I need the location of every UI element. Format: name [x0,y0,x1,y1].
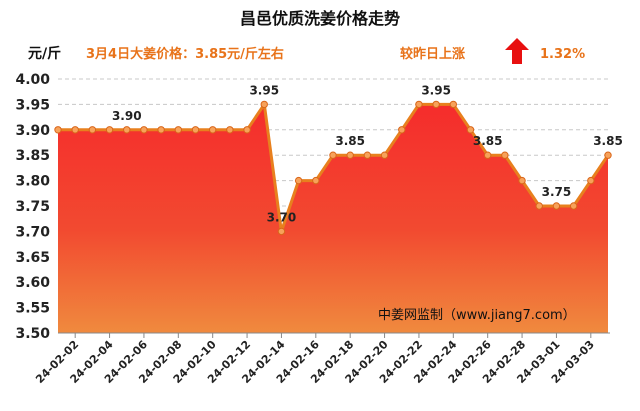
data-label: 3.85 [593,134,623,148]
data-point [157,126,165,134]
y-tick-label: 3.85 [15,148,50,164]
data-point [312,176,320,185]
data-label: 3.75 [542,185,572,199]
data-label: 3.85 [473,134,503,148]
data-point [449,100,458,109]
change-percent: 1.32% [540,47,585,62]
data-point [277,227,286,236]
data-point [226,126,234,134]
y-axis-ticks: 3.50 3.55 3.60 3.65 3.70 3.75 3.80 3.85 3.90 3.95… [15,72,50,342]
data-point [208,126,217,134]
data-point [398,126,406,134]
data-point [604,151,612,159]
data-point [518,176,526,185]
chart-title: 昌邑优质洗姜价格走势 [240,9,400,28]
data-point [587,176,595,185]
data-point [54,126,62,134]
data-point [105,126,114,134]
data-point [243,126,251,134]
data-point [260,100,268,109]
data-point [363,151,372,159]
y-tick-label: 3.70 [15,224,50,240]
price-area [58,104,608,334]
data-point [329,151,337,159]
data-point [483,151,492,159]
data-label: 3.90 [112,109,142,123]
y-tick-label: 4.00 [15,72,50,88]
y-tick-label: 3.95 [15,97,50,113]
data-point [346,151,354,159]
y-tick-label: 3.50 [15,326,50,342]
data-point [466,126,475,134]
y-tick-label: 3.80 [15,174,50,190]
data-point [552,202,561,210]
data-point [569,202,578,210]
data-label: 3.95 [249,83,279,97]
data-point [140,126,148,134]
watermark: 中姜网监制（www.jiang7.com） [378,308,576,323]
data-point [501,151,509,159]
y-tick-label: 3.75 [15,199,50,215]
data-point [380,151,389,159]
data-point [71,126,79,134]
up-arrow-icon [505,38,529,64]
data-labels: 3.90 3.95 3.70 3.85 3.95 3.85 3.75 3.85 [112,83,623,224]
data-label: 3.95 [421,83,451,97]
data-point [415,100,423,109]
data-point [535,202,543,210]
data-point [123,126,131,134]
data-point [174,126,183,134]
y-tick-label: 3.55 [15,301,50,317]
data-point [294,176,303,185]
y-tick-label: 3.90 [15,123,50,139]
data-point [191,126,200,134]
change-note: 较昨日上涨 [400,46,465,62]
price-note: 3月4日大姜价格：3.85元/斤左右 [86,46,284,62]
data-label: 3.85 [335,134,365,148]
y-tick-label: 3.65 [15,250,50,266]
x-axis-ticks: 24-02-0224-02-0424-02-0624-02-0824-02-10… [33,333,597,386]
y-axis-unit-label: 元/斤 [28,45,61,62]
data-point [432,100,440,109]
data-points [54,100,612,236]
y-tick-label: 3.60 [15,275,50,291]
data-label: 3.70 [267,210,297,224]
data-point [88,126,97,134]
